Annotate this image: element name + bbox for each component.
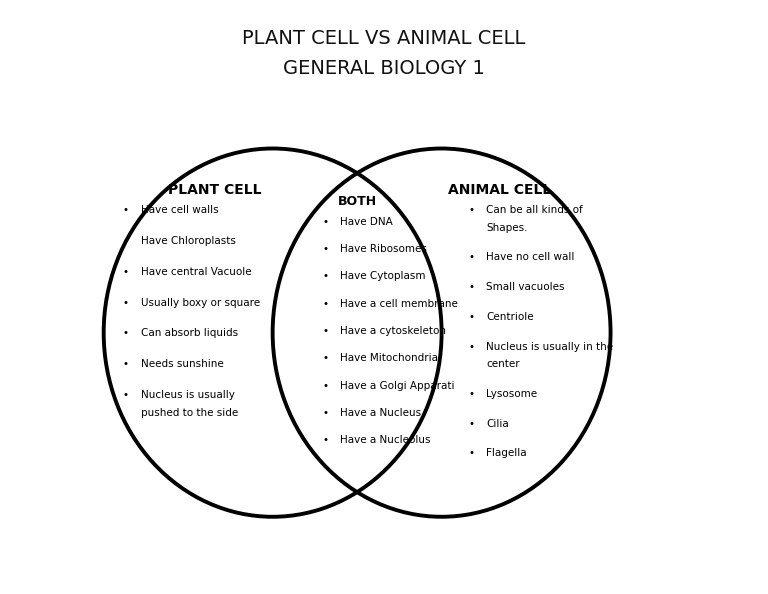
Text: Have a Golgi Apparati: Have a Golgi Apparati xyxy=(340,381,455,391)
Text: •: • xyxy=(123,390,129,400)
Text: Have a cytoskeleton: Have a cytoskeleton xyxy=(340,326,446,336)
Text: •: • xyxy=(468,312,475,322)
Text: center: center xyxy=(486,359,520,369)
Text: •: • xyxy=(468,342,475,352)
Text: •: • xyxy=(323,408,329,418)
Text: Have Cytoplasm: Have Cytoplasm xyxy=(340,271,425,282)
Text: •: • xyxy=(468,419,475,429)
Text: •: • xyxy=(468,205,475,215)
Text: Have Mitochondria: Have Mitochondria xyxy=(340,353,439,364)
Text: Have a Nucleus: Have a Nucleus xyxy=(340,408,422,418)
Text: ANIMAL CELL: ANIMAL CELL xyxy=(448,183,551,197)
Text: Usually boxy or square: Usually boxy or square xyxy=(141,298,260,308)
Text: •: • xyxy=(123,328,129,339)
Text: BOTH: BOTH xyxy=(338,195,376,208)
Text: •: • xyxy=(323,271,329,282)
Text: Small vacuoles: Small vacuoles xyxy=(486,282,564,292)
Text: Lysosome: Lysosome xyxy=(486,389,538,399)
Text: PLANT CELL: PLANT CELL xyxy=(168,183,262,197)
Text: •: • xyxy=(323,326,329,336)
Text: •: • xyxy=(123,205,129,215)
Text: Have a Nucleolus: Have a Nucleolus xyxy=(340,435,431,446)
Text: •: • xyxy=(123,236,129,246)
Text: Have a cell membrane: Have a cell membrane xyxy=(340,299,458,309)
Text: •: • xyxy=(323,217,329,227)
Text: Nucleus is usually: Nucleus is usually xyxy=(141,390,234,400)
Text: •: • xyxy=(123,298,129,308)
Text: Have no cell wall: Have no cell wall xyxy=(486,252,574,263)
Text: Nucleus is usually in the: Nucleus is usually in the xyxy=(486,342,614,352)
Text: pushed to the side: pushed to the side xyxy=(141,408,238,418)
Text: •: • xyxy=(323,244,329,254)
Text: •: • xyxy=(468,389,475,399)
Text: Have Chloroplasts: Have Chloroplasts xyxy=(141,236,236,246)
Text: Shapes.: Shapes. xyxy=(486,223,528,233)
Text: Needs sunshine: Needs sunshine xyxy=(141,359,223,369)
Text: Cilia: Cilia xyxy=(486,419,509,429)
Text: Can be all kinds of: Can be all kinds of xyxy=(486,205,583,215)
Text: •: • xyxy=(323,353,329,364)
Text: Flagella: Flagella xyxy=(486,448,527,459)
Text: Have Ribosomes: Have Ribosomes xyxy=(340,244,427,254)
Text: Have central Vacuole: Have central Vacuole xyxy=(141,267,251,277)
Text: Centriole: Centriole xyxy=(486,312,534,322)
Text: •: • xyxy=(123,359,129,369)
Text: •: • xyxy=(323,435,329,446)
Text: Have DNA: Have DNA xyxy=(340,217,393,227)
Text: •: • xyxy=(323,299,329,309)
Text: GENERAL BIOLOGY 1: GENERAL BIOLOGY 1 xyxy=(283,59,485,78)
Text: PLANT CELL VS ANIMAL CELL: PLANT CELL VS ANIMAL CELL xyxy=(243,29,525,48)
Text: Can absorb liquids: Can absorb liquids xyxy=(141,328,237,339)
Text: •: • xyxy=(468,252,475,263)
Text: •: • xyxy=(468,448,475,459)
Text: Have cell walls: Have cell walls xyxy=(141,205,218,215)
Text: •: • xyxy=(323,381,329,391)
Text: •: • xyxy=(468,282,475,292)
Text: •: • xyxy=(123,267,129,277)
